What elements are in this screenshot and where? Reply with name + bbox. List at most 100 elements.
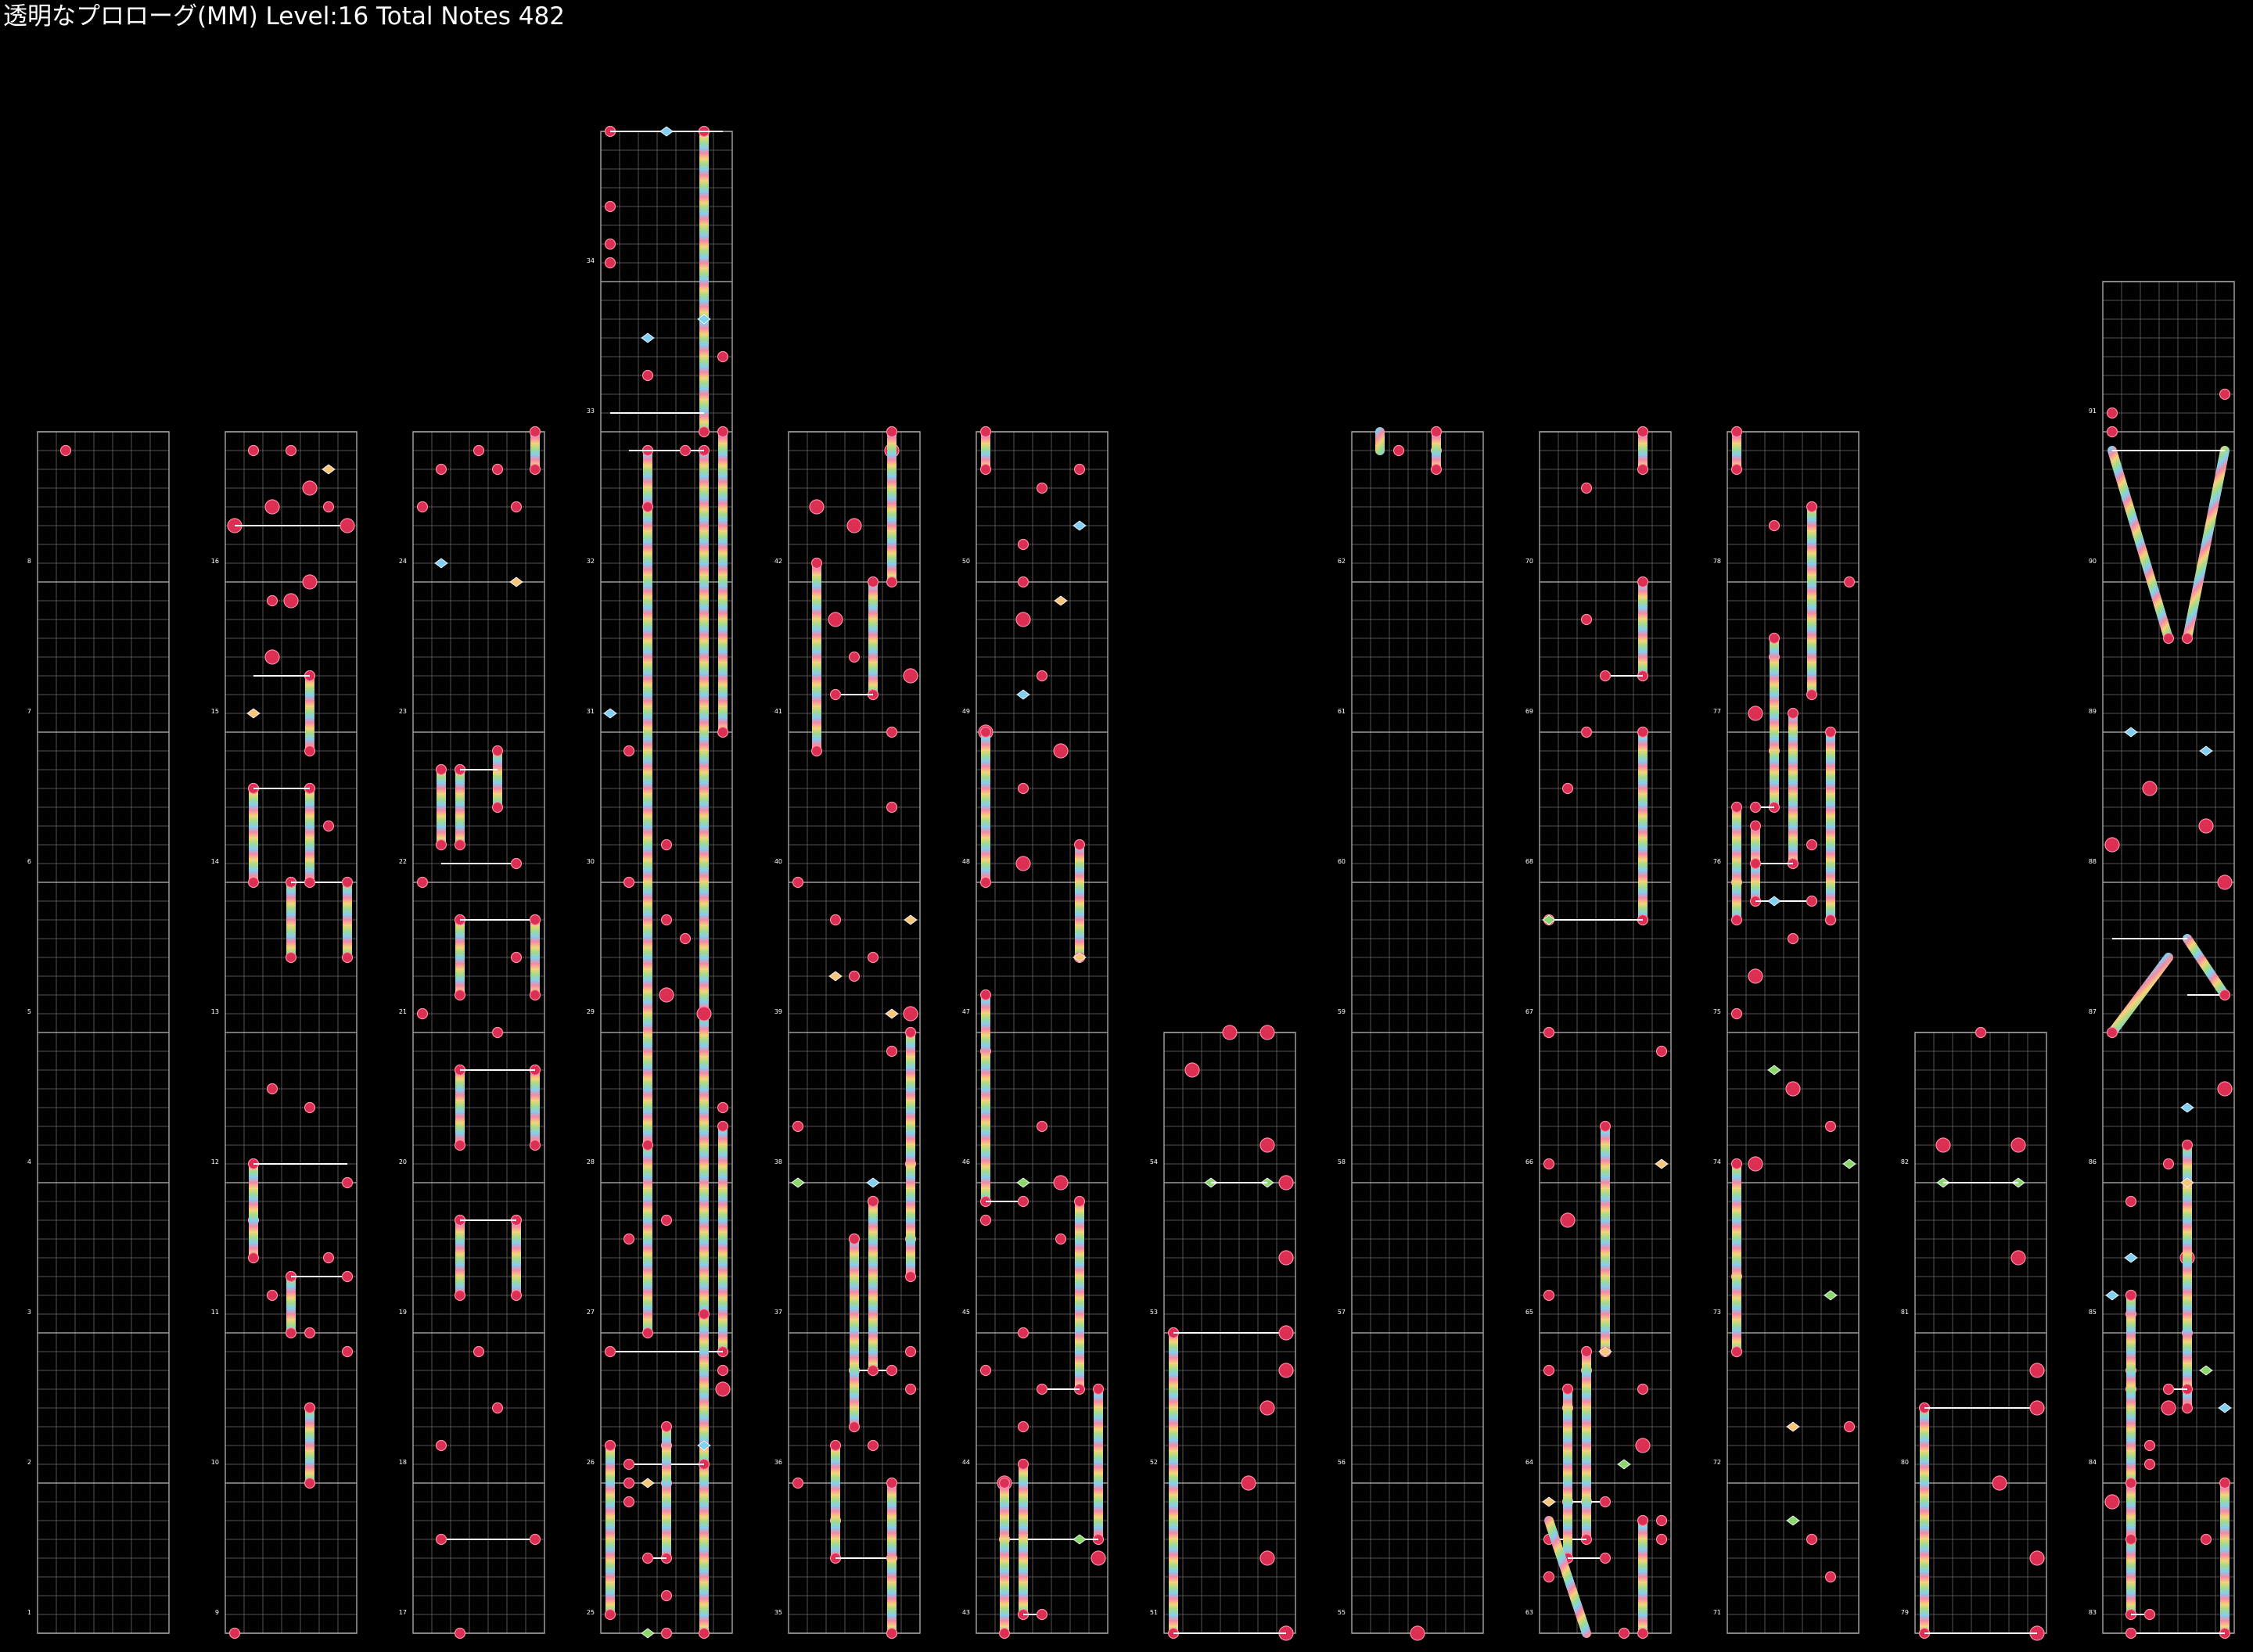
tap-note xyxy=(1561,1383,1574,1395)
tap-note xyxy=(529,914,541,926)
measure-number: 43 xyxy=(962,1609,970,1616)
tap-note xyxy=(341,1345,354,1358)
tap-note xyxy=(848,1420,861,1433)
tap-note xyxy=(1843,576,1856,588)
tap-note xyxy=(1599,1552,1612,1564)
tap-note xyxy=(848,651,861,663)
tap-note xyxy=(266,1083,278,1095)
hold-bar xyxy=(286,882,296,957)
tap-note xyxy=(264,499,280,515)
tap-note xyxy=(304,1101,316,1114)
tap-note xyxy=(904,1345,917,1358)
measure-number: 75 xyxy=(1713,1008,1721,1015)
tap-note xyxy=(491,801,504,813)
measure-number: 91 xyxy=(2089,408,2097,415)
tap-note xyxy=(717,426,729,438)
slide-bar xyxy=(2183,934,2230,1000)
hold-bar xyxy=(455,1070,465,1145)
tap-note xyxy=(623,745,635,757)
tap-note xyxy=(510,857,523,870)
tap-note xyxy=(454,1139,466,1151)
tap-note xyxy=(341,951,354,964)
measure-number: 34 xyxy=(587,257,595,264)
tap-note xyxy=(604,257,616,269)
measure-number: 81 xyxy=(1901,1309,1909,1316)
measure-number: 47 xyxy=(962,1008,970,1015)
tap-note xyxy=(886,576,898,588)
measure-number: 70 xyxy=(1525,558,1533,565)
measure-number: 82 xyxy=(1901,1158,1909,1165)
tap-note xyxy=(2219,1477,2231,1489)
tap-note xyxy=(491,745,504,757)
tap-note xyxy=(2217,874,2233,890)
hold-bar xyxy=(493,751,502,807)
tap-note xyxy=(1017,1195,1029,1208)
flick-note xyxy=(322,464,336,475)
tap-note xyxy=(717,726,729,738)
tap-note xyxy=(1580,726,1593,738)
tap-note xyxy=(1635,1438,1651,1453)
tap-note xyxy=(2106,426,2118,438)
tap-note xyxy=(696,1006,712,1022)
tap-note xyxy=(2181,1139,2194,1151)
tap-note xyxy=(979,1214,992,1226)
tap-note xyxy=(59,444,72,457)
tap-note xyxy=(2162,632,2175,645)
tap-note xyxy=(1053,743,1069,759)
measure-number: 78 xyxy=(1713,558,1721,565)
chart-column: 43 44 45 46 47 48 49 50 xyxy=(962,431,1109,1634)
measure-number: 33 xyxy=(587,408,595,415)
tap-note xyxy=(340,518,355,533)
tap-note xyxy=(679,444,692,457)
tap-note xyxy=(1824,1571,1837,1583)
chart-title: 透明なプロローグ(MM) Level:16 Total Notes 482 xyxy=(3,2,565,31)
flick-note xyxy=(1016,1177,1030,1188)
tap-note xyxy=(1015,612,1031,627)
hold-bar xyxy=(343,882,352,957)
hold-bar xyxy=(2183,1145,2192,1389)
measure-number: 63 xyxy=(1525,1609,1533,1616)
hold-bar xyxy=(850,1239,859,1427)
tap-note xyxy=(435,1533,447,1546)
tap-note xyxy=(1430,426,1443,438)
column-frame xyxy=(37,431,170,1634)
tap-note xyxy=(1843,1420,1856,1433)
tap-note xyxy=(529,989,541,1001)
measure-number: 40 xyxy=(774,858,782,865)
measure-number: 87 xyxy=(2089,1008,2097,1015)
hold-bar xyxy=(1000,1483,1009,1633)
measure-number: 10 xyxy=(211,1459,219,1466)
tap-note xyxy=(846,518,862,533)
measure-number: 18 xyxy=(399,1459,407,1466)
flick-note xyxy=(2180,1177,2194,1188)
hold-bar xyxy=(868,582,878,695)
measure-number: 30 xyxy=(587,858,595,865)
tap-note xyxy=(416,1007,429,1020)
tap-note xyxy=(1637,1383,1649,1395)
measure-number: 4 xyxy=(27,1158,31,1165)
tap-note xyxy=(510,1289,523,1302)
tap-note xyxy=(1637,726,1649,738)
tap-note xyxy=(848,970,861,982)
measure-number: 19 xyxy=(399,1309,407,1316)
tap-note xyxy=(1730,426,1743,438)
chart-column: 17 18 19 20 21 22 23 24 xyxy=(399,431,545,1634)
tap-note xyxy=(1017,1458,1029,1471)
tap-note xyxy=(302,574,318,590)
tap-note xyxy=(886,726,898,738)
tap-note xyxy=(1768,632,1780,645)
tap-note xyxy=(491,1402,504,1414)
tap-note xyxy=(322,1252,335,1264)
chart-column: 9 10 11 12 13 14 15 16 xyxy=(211,431,358,1634)
hold-bar xyxy=(699,1314,709,1464)
tap-note xyxy=(2104,1494,2120,1510)
tap-note xyxy=(2217,1081,2233,1097)
measure-number: 48 xyxy=(962,858,970,865)
tap-note xyxy=(2143,1439,2156,1452)
tap-note xyxy=(529,1139,541,1151)
flick-note xyxy=(2199,745,2213,756)
tap-note xyxy=(1053,1175,1069,1191)
flick-note xyxy=(1542,914,1556,925)
flick-note xyxy=(2105,1290,2119,1301)
tap-note xyxy=(454,989,466,1001)
